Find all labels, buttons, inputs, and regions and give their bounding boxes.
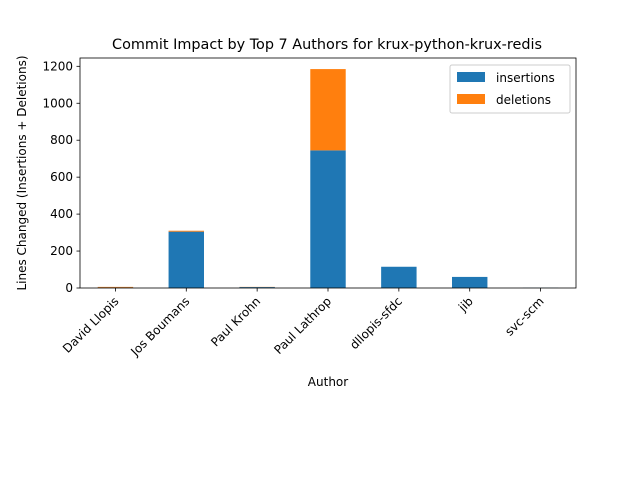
plot-frame [79,57,577,289]
chart-title: Commit Impact by Top 7 Authors for krux-… [112,37,542,53]
y-tick-label: 400 [50,207,73,221]
y-axis-label: Lines Changed (Insertions + Deletions) [15,55,29,290]
y-axis: 0 200 400 600 800 1000 1200 [42,59,80,295]
bar-insertions-2 [239,287,275,288]
bar-deletions-3 [310,69,346,151]
x-tick-label: Jos Boumans [127,294,192,359]
x-tick-label: Paul Krohn [208,294,263,349]
x-axis: David Llopis Jos Boumans Paul Krohn Paul La… [60,288,547,359]
x-tick-label: svc-scm [502,294,546,338]
bar-insertions-5 [452,276,488,288]
y-tick-label: 1000 [42,96,73,110]
bar-deletions-0 [97,286,134,288]
bar-insertions-4 [381,266,417,288]
legend-swatch-deletions [457,94,485,104]
y-tick-label: 1200 [42,59,73,73]
x-tick-label: David Llopis [60,294,122,356]
legend-label-insertions: insertions [496,71,555,85]
y-tick-label: 600 [50,170,73,184]
y-tick-label: 0 [65,281,73,295]
x-tick-label: Paul Lathrop [271,294,334,357]
bar-insertions-3 [310,150,346,288]
y-tick-label: 800 [50,133,73,147]
legend-swatch-insertions [457,72,485,82]
bar-insertions-1 [168,231,204,288]
x-tick-label: jib [455,294,476,315]
x-axis-label: Author [308,375,348,389]
y-tick-label: 200 [50,244,73,258]
bar-layer [97,69,559,288]
legend-label-deletions: deletions [496,93,551,107]
x-tick-label: dllopis-sfdc [347,294,405,352]
bar-deletions-1 [168,230,204,232]
legend: insertions deletions [449,64,571,114]
